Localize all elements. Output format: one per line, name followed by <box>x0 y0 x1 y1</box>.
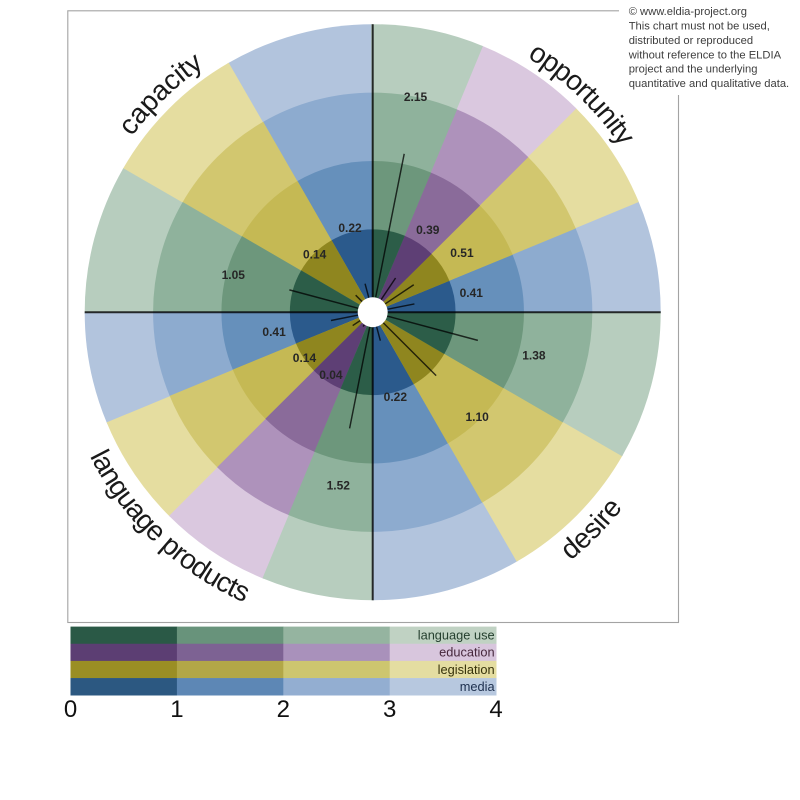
svg-text:1.38: 1.38 <box>522 349 546 363</box>
svg-text:distributed or reproduced: distributed or reproduced <box>629 35 753 47</box>
svg-text:education: education <box>439 645 495 660</box>
svg-text:project and the underlying: project and the underlying <box>629 64 758 76</box>
svg-text:© www.eldia-project.org: © www.eldia-project.org <box>629 6 747 18</box>
svg-text:0.04: 0.04 <box>319 368 343 382</box>
svg-text:without reference to the ELDIA: without reference to the ELDIA <box>628 49 782 61</box>
svg-text:media: media <box>460 679 496 694</box>
svg-text:0.39: 0.39 <box>416 223 440 237</box>
svg-text:2.15: 2.15 <box>404 90 428 104</box>
svg-text:4: 4 <box>489 696 502 723</box>
svg-text:0.22: 0.22 <box>338 221 362 235</box>
svg-text:3: 3 <box>383 696 396 723</box>
svg-text:1.10: 1.10 <box>465 410 489 424</box>
svg-text:1.05: 1.05 <box>222 268 246 282</box>
svg-text:0.14: 0.14 <box>303 247 327 261</box>
svg-text:quantitative and qualitative d: quantitative and qualitative data. <box>629 78 789 90</box>
svg-text:0.51: 0.51 <box>450 246 474 260</box>
svg-text:1.52: 1.52 <box>327 478 351 492</box>
svg-text:legislation: legislation <box>438 662 495 677</box>
svg-text:0.41: 0.41 <box>460 286 484 300</box>
svg-text:This chart must not be used,: This chart must not be used, <box>629 21 770 33</box>
svg-text:0.41: 0.41 <box>262 325 286 339</box>
svg-text:0: 0 <box>64 696 77 723</box>
svg-text:1: 1 <box>170 696 183 723</box>
svg-text:language use: language use <box>418 627 495 642</box>
svg-text:0.14: 0.14 <box>293 351 317 365</box>
svg-text:2: 2 <box>277 696 290 723</box>
svg-text:0.22: 0.22 <box>384 390 408 404</box>
